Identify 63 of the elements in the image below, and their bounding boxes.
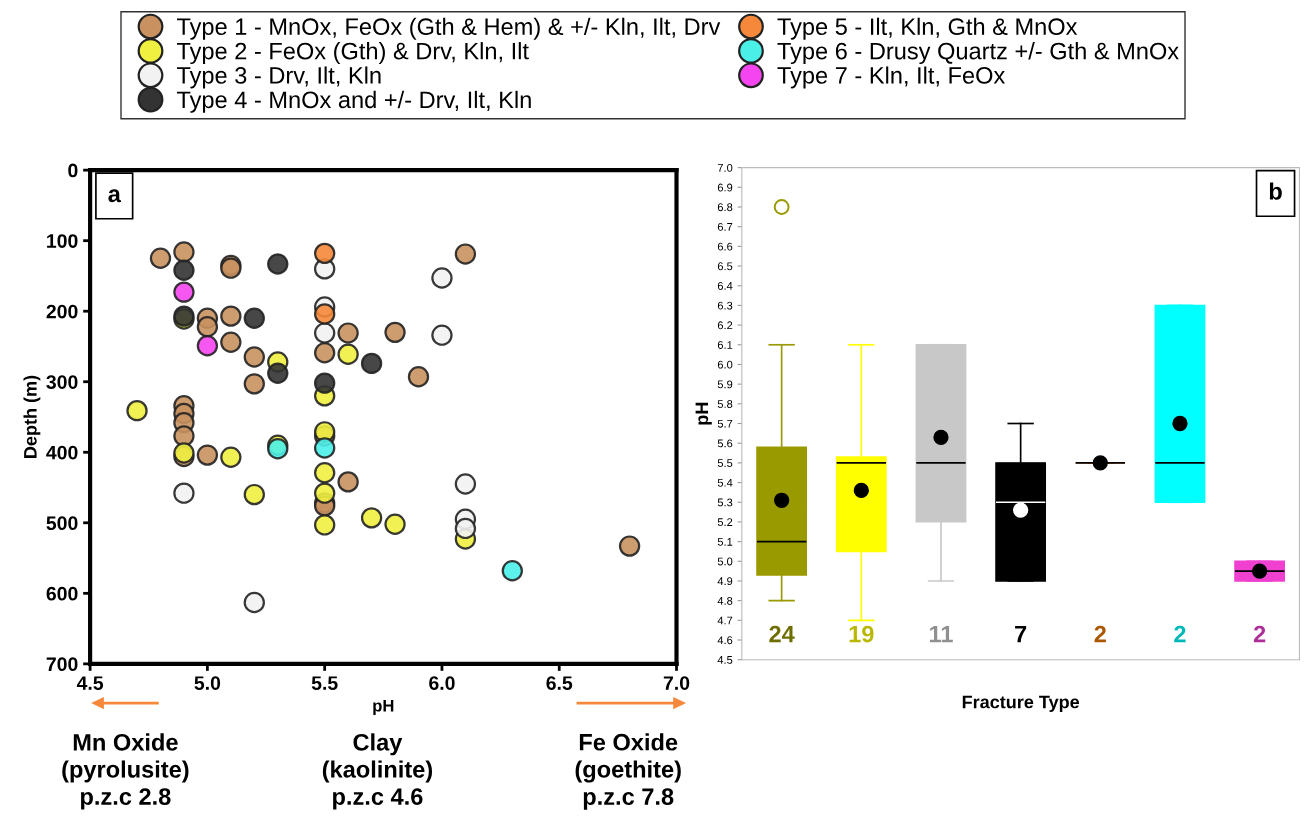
y-axis-title: pH xyxy=(695,402,712,425)
y-tick-label: 5.2 xyxy=(717,518,733,527)
legend-label: Type 3 - Drv, Ilt, Kln xyxy=(177,66,381,89)
legend-label: Type 4 - MnOx and +/- Drv, Ilt, Kln xyxy=(177,90,531,113)
y-tick-label: 5.6 xyxy=(717,439,733,448)
y-tick-label: 6.0 xyxy=(717,360,733,369)
legend-label: Type 7 - Kln, Ilt, FeOx xyxy=(777,66,1006,89)
x-tick-label: 4.5 xyxy=(76,676,104,690)
annotation: a xyxy=(108,189,121,203)
y-tick-label: 5.4 xyxy=(717,478,733,487)
y-tick-label: 200 xyxy=(46,304,78,319)
y-tick-label: 5.9 xyxy=(717,380,733,389)
y-tick-label: 5.5 xyxy=(717,459,733,468)
y-tick-label: 5.0 xyxy=(717,557,733,566)
x-tick-label: 5.0 xyxy=(194,676,221,690)
y-tick-label: 5.7 xyxy=(717,419,733,428)
text: Fe Oxide (goethite) p.z.c 7.8 xyxy=(575,733,681,810)
y-tick-label: 6.1 xyxy=(717,341,733,349)
y-tick-label: 4.7 xyxy=(717,616,733,625)
x-axis-title: Fracture Type xyxy=(962,695,1080,712)
x-tick-label: 5.5 xyxy=(311,676,338,690)
y-tick-label: 6.2 xyxy=(717,321,733,330)
y-tick-label: 5.3 xyxy=(717,498,733,507)
y-tick-label: 4.6 xyxy=(717,636,733,645)
text: Clay (kaolinite) p.z.c 4.6 xyxy=(322,733,433,810)
text: Mn Oxide (pyrolusite) p.z.c 2.8 xyxy=(62,733,189,810)
y-tick-label: 7.0 xyxy=(717,163,733,172)
annotation: b xyxy=(1269,182,1282,200)
y-tick-label: 6.4 xyxy=(717,282,733,290)
y-tick-label: 6.3 xyxy=(717,301,733,310)
x-tick-label: 6.5 xyxy=(546,676,573,690)
y-tick-label: 5.8 xyxy=(717,400,733,408)
annotation: 7 xyxy=(1015,625,1027,643)
y-tick-label: 300 xyxy=(46,375,78,389)
annotation: 2 xyxy=(1253,625,1266,643)
y-tick-label: 5.1 xyxy=(717,537,733,546)
y-tick-label: 6.5 xyxy=(717,262,733,271)
legend-label: Type 6 - Drusy Quartz +/- Gth & MnOx xyxy=(777,42,1179,65)
y-tick-label: 6.9 xyxy=(717,183,733,192)
y-tick-label: 4.5 xyxy=(717,656,733,664)
y-tick-label: 600 xyxy=(46,586,78,601)
annotation: 24 xyxy=(769,625,795,643)
y-tick-label: 700 xyxy=(46,657,78,672)
y-tick-label: 4.8 xyxy=(717,596,733,605)
annotation: 11 xyxy=(929,625,953,643)
annotation: 2 xyxy=(1174,625,1186,643)
legend-label: Type 2 - FeOx (Gth) & Drv, Kln, Ilt xyxy=(177,42,529,65)
y-tick-label: 6.7 xyxy=(717,222,733,231)
y-tick-label: 400 xyxy=(46,445,78,460)
x-tick-label: 7.0 xyxy=(663,676,690,690)
annotation: 19 xyxy=(849,625,874,643)
y-tick-label: 6.6 xyxy=(717,242,733,251)
legend-label: Type 1 - MnOx, FeOx (Gth & Hem) & +/- Kln, Ilt, Drv xyxy=(177,17,721,40)
y-axis-title: Depth (m) xyxy=(23,375,41,458)
annotation: 2 xyxy=(1094,625,1106,643)
y-tick-label: 6.8 xyxy=(717,203,733,212)
x-tick-label: 6.0 xyxy=(429,676,455,690)
legend-label: Type 5 - Ilt, Kln, Gth & MnOx xyxy=(777,17,1078,40)
y-tick-label: 100 xyxy=(47,234,78,248)
x-axis-title: pH xyxy=(373,699,394,715)
y-tick-label: 500 xyxy=(46,516,78,531)
y-tick-label: 4.9 xyxy=(717,577,733,586)
y-tick-label: 0 xyxy=(68,163,78,178)
